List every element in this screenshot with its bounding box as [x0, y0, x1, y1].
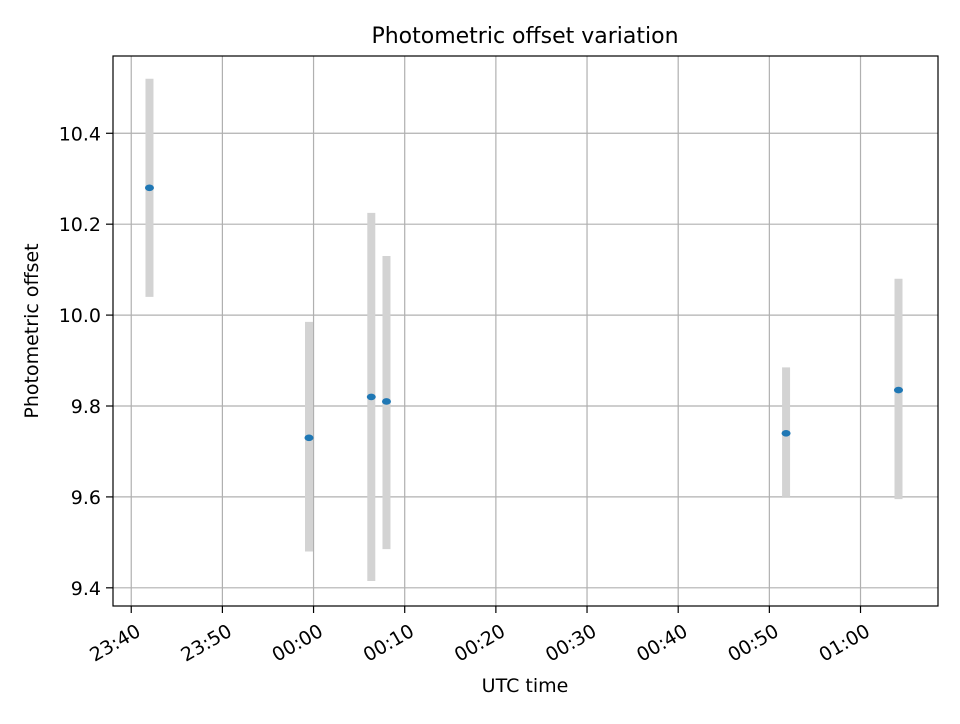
plot-frame	[112, 55, 939, 607]
y-tick-label: 10.4	[59, 123, 101, 145]
y-tick-label: 9.4	[71, 578, 101, 600]
y-axis-ticks: 9.4 9.6 9.8 10.0 10.2 10.4	[59, 123, 113, 600]
y-tick-label: 9.8	[71, 396, 101, 418]
data-point	[381, 398, 391, 405]
data-point	[781, 429, 791, 437]
chart-title: Photometric offset variation	[371, 24, 678, 49]
y-tick-label: 10.0	[59, 305, 101, 327]
data-point	[144, 184, 154, 192]
data-point	[304, 434, 314, 442]
y-tick-label: 9.6	[71, 487, 101, 509]
y-axis-label: Photometric offset	[21, 243, 43, 418]
data-point	[893, 386, 903, 394]
data-point	[366, 393, 376, 401]
y-tick-label: 10.2	[59, 214, 101, 236]
data-points	[144, 184, 903, 442]
grid-layer	[113, 56, 938, 606]
x-axis-label: UTC time	[482, 675, 569, 697]
